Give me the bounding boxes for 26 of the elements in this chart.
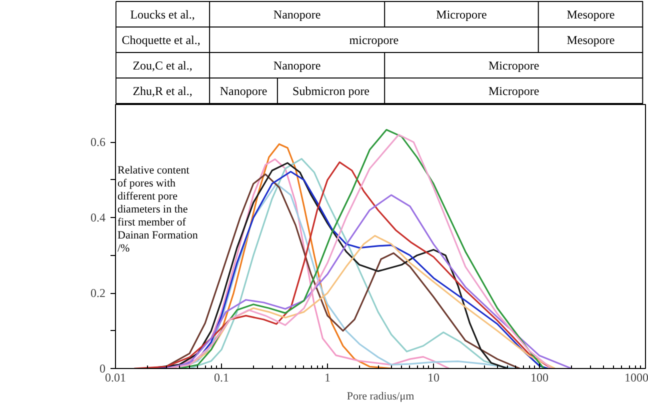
text: Micropore <box>488 58 540 72</box>
y-axis-title: Relative content of pores with different pore diameters in the first member of Dainan Formation /% <box>118 164 198 254</box>
text: Choquette et al., <box>122 32 200 47</box>
x-tick-label: 0.01 <box>105 370 126 384</box>
text: Micropore <box>488 84 540 98</box>
y-tick-label: 0.2 <box>90 286 106 300</box>
text: Micropore <box>436 7 487 22</box>
x-axis-title: Pore radius/μm <box>346 390 415 402</box>
x-tick-label: 1 <box>324 370 330 384</box>
x-tick-label: 1000 <box>624 370 648 384</box>
text: Nanopore <box>273 58 321 72</box>
text: Mesopore <box>566 7 615 22</box>
text: Zou,C et al., <box>132 58 192 72</box>
y-tick-label: 0 <box>100 362 106 376</box>
text: micropore <box>349 32 399 47</box>
text: Mesopore <box>566 32 615 47</box>
text: Nanopore <box>220 84 268 98</box>
x-tick-label: 100 <box>530 370 548 384</box>
text: Nanopore <box>273 7 321 22</box>
x-tick-label: 0.1 <box>214 370 229 384</box>
y-tick-label: 0.6 <box>90 135 106 150</box>
y-tick-label: 0.4 <box>90 210 106 225</box>
text: Zhu,R et al., <box>132 84 192 98</box>
text: Loucks et al., <box>130 7 195 22</box>
x-tick-label: 10 <box>428 370 440 384</box>
text: Submicron pore <box>292 84 370 98</box>
